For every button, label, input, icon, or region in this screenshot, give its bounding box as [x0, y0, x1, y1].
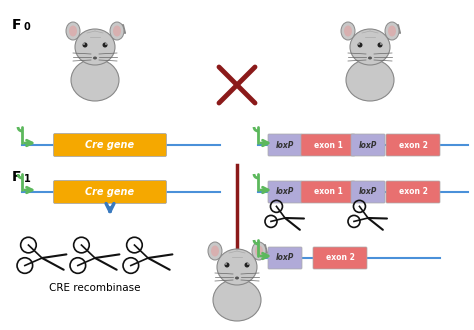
Ellipse shape: [105, 43, 107, 45]
Ellipse shape: [217, 249, 257, 285]
Ellipse shape: [388, 25, 396, 37]
Text: exon 1: exon 1: [314, 187, 342, 196]
Ellipse shape: [93, 56, 97, 59]
FancyBboxPatch shape: [268, 181, 302, 203]
Text: exon 1: exon 1: [314, 141, 342, 149]
Ellipse shape: [245, 262, 249, 268]
Text: CRE recombinase: CRE recombinase: [49, 283, 141, 293]
Ellipse shape: [66, 22, 80, 40]
Text: 1: 1: [24, 174, 31, 184]
Ellipse shape: [255, 246, 263, 256]
Text: exon 2: exon 2: [399, 187, 428, 196]
FancyBboxPatch shape: [386, 181, 440, 203]
Ellipse shape: [113, 25, 121, 37]
FancyBboxPatch shape: [268, 134, 302, 156]
Ellipse shape: [385, 22, 399, 40]
Ellipse shape: [211, 246, 219, 256]
Text: F: F: [12, 18, 21, 32]
Ellipse shape: [344, 25, 352, 37]
Ellipse shape: [358, 43, 360, 45]
Ellipse shape: [208, 242, 222, 260]
Ellipse shape: [102, 43, 108, 48]
Ellipse shape: [110, 22, 124, 40]
Ellipse shape: [75, 29, 115, 65]
Ellipse shape: [71, 59, 119, 101]
Ellipse shape: [225, 262, 229, 268]
Ellipse shape: [82, 43, 88, 48]
Ellipse shape: [225, 263, 227, 265]
Text: loxP: loxP: [359, 187, 377, 196]
FancyBboxPatch shape: [313, 247, 367, 269]
Text: exon 2: exon 2: [399, 141, 428, 149]
Ellipse shape: [83, 43, 85, 45]
Text: loxP: loxP: [276, 253, 294, 262]
Text: Cre gene: Cre gene: [85, 187, 135, 197]
Text: loxP: loxP: [359, 141, 377, 149]
Text: exon 2: exon 2: [326, 253, 355, 262]
Ellipse shape: [341, 22, 355, 40]
FancyBboxPatch shape: [54, 134, 166, 156]
FancyBboxPatch shape: [301, 181, 355, 203]
Text: loxP: loxP: [276, 187, 294, 196]
Text: F: F: [12, 170, 21, 184]
Ellipse shape: [69, 25, 77, 37]
Ellipse shape: [235, 277, 239, 280]
Ellipse shape: [357, 43, 363, 48]
Ellipse shape: [346, 59, 394, 101]
Ellipse shape: [350, 29, 390, 65]
Text: Cre gene: Cre gene: [85, 140, 135, 150]
Text: 0: 0: [24, 22, 31, 32]
FancyBboxPatch shape: [351, 181, 385, 203]
FancyBboxPatch shape: [386, 134, 440, 156]
Ellipse shape: [368, 56, 372, 59]
Ellipse shape: [247, 263, 249, 265]
Ellipse shape: [377, 43, 383, 48]
Ellipse shape: [213, 279, 261, 321]
Text: loxP: loxP: [276, 141, 294, 149]
FancyBboxPatch shape: [351, 134, 385, 156]
FancyBboxPatch shape: [301, 134, 355, 156]
Ellipse shape: [252, 242, 266, 260]
FancyBboxPatch shape: [54, 181, 166, 204]
Ellipse shape: [380, 43, 382, 45]
FancyBboxPatch shape: [268, 247, 302, 269]
